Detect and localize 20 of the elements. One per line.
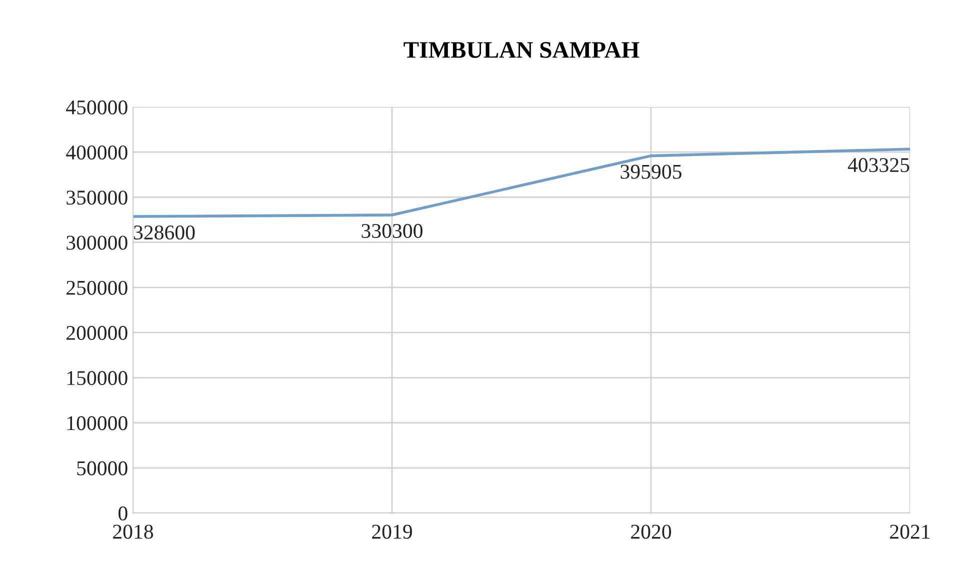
y-tick-label: 100000 [67, 416, 128, 430]
data-label: 403325 [848, 158, 910, 172]
y-tick-label: 150000 [67, 371, 128, 386]
data-label: 395905 [620, 164, 682, 179]
line-series [133, 148, 910, 218]
x-tick-label: 2019 [372, 524, 412, 539]
y-tick-label: 350000 [66, 190, 128, 205]
y-tick-label: 50000 [77, 461, 128, 476]
data-label: 330300 [362, 224, 422, 238]
y-tick-label: 450000 [66, 100, 128, 114]
y-tick-label: 400000 [66, 145, 128, 160]
chart-title: TIMBULAN SAMPAH [404, 42, 640, 58]
x-tick-label: 2020 [631, 524, 672, 539]
data-label: 328600 [134, 225, 195, 240]
y-tick-label: 200000 [66, 326, 128, 340]
x-tick-label: 2021 [890, 524, 930, 539]
x-tick-label: 2018 [113, 524, 154, 539]
y-tick-label: 0 [118, 506, 128, 520]
y-tick-label: 250000 [66, 280, 128, 295]
y-tick-label: 300000 [66, 236, 128, 250]
